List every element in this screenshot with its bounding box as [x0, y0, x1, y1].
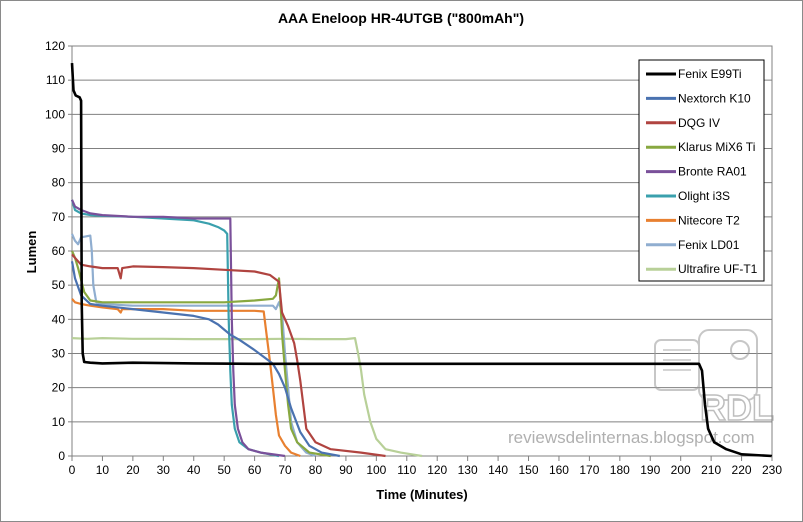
legend-label: Klarus MiX6 Ti — [678, 140, 755, 154]
legend-label: Bronte RA01 — [678, 165, 747, 179]
x-tick-label: 50 — [217, 463, 231, 477]
x-tick-label: 30 — [157, 463, 171, 477]
y-tick-label: 70 — [52, 210, 66, 224]
series-line-nitecore-t2 — [71, 298, 301, 458]
y-tick-label: 80 — [52, 176, 66, 190]
x-tick-label: 200 — [671, 463, 691, 477]
x-tick-label: 120 — [427, 463, 447, 477]
series-line-ultrafire-uf-t1 — [71, 337, 423, 458]
x-tick-label: 0 — [69, 463, 76, 477]
series-line-bronte-ra01 — [70, 199, 286, 458]
x-tick-label: 210 — [701, 463, 721, 477]
x-tick-label: 10 — [96, 463, 110, 477]
chart-title: AAA Eneloop HR-4UTGB ("800mAh") — [278, 10, 524, 26]
x-tick-label: 110 — [397, 463, 416, 477]
y-tick-label: 20 — [52, 381, 66, 395]
legend-label: Nitecore T2 — [678, 213, 740, 227]
x-axis-title: Time (Minutes) — [376, 487, 468, 502]
x-tick-label: 180 — [610, 463, 630, 477]
legend-label: Ultrafire UF-T1 — [678, 262, 758, 276]
y-tick-label: 10 — [52, 415, 66, 429]
series-line-fenix-e99ti — [70, 63, 773, 458]
legend-label: DQG IV — [678, 116, 720, 130]
y-tick-label: 60 — [52, 244, 66, 258]
y-axis-title: Lumen — [24, 231, 39, 274]
legend: Fenix E99Ti Nextorch K10 DQG IV Klarus MiX6… — [638, 59, 765, 282]
y-tick-label: 100 — [45, 107, 65, 121]
x-tick-label: 60 — [248, 463, 262, 477]
series-line-klarus-mix6-ti — [70, 250, 331, 458]
y-tick-label: 0 — [58, 449, 65, 463]
watermark-url: reviewsdelinternas.blogspot.com — [508, 428, 755, 447]
legend-label: Nextorch K10 — [678, 91, 751, 105]
x-tick-label: 190 — [640, 463, 660, 477]
x-tick-label: 20 — [126, 463, 140, 477]
x-tick-label: 70 — [278, 463, 292, 477]
y-tick-label: 30 — [52, 347, 66, 361]
x-tick-label: 170 — [579, 463, 599, 477]
series-lines — [70, 63, 773, 458]
legend-label: Olight i3S — [678, 189, 730, 203]
x-tick-label: 140 — [488, 463, 508, 477]
series-line-nextorch-k10 — [70, 261, 341, 458]
legend-label: Fenix LD01 — [678, 238, 740, 252]
watermark-logo: RDL — [654, 329, 775, 429]
x-tick-label: 160 — [549, 463, 569, 477]
series-line-fenix-ld01 — [70, 233, 316, 458]
x-tick-label: 220 — [732, 463, 752, 477]
y-axis-ticks: 0 10 20 30 40 50 60 70 80 90 100 110 120 — [45, 39, 72, 463]
y-tick-label: 90 — [52, 142, 66, 156]
x-tick-label: 150 — [519, 463, 539, 477]
x-tick-label: 90 — [339, 463, 353, 477]
x-tick-label: 40 — [187, 463, 201, 477]
x-tick-label: 130 — [458, 463, 478, 477]
series-line-olight-i3s — [70, 199, 280, 458]
x-axis-ticks: 0 10 20 30 40 50 60 70 80 90 100 110 120 130 140 150 160… — [69, 456, 782, 477]
series-line-dqg-iv — [71, 253, 386, 458]
x-tick-label: 80 — [309, 463, 323, 477]
y-tick-label: 50 — [52, 278, 66, 292]
y-tick-label: 40 — [52, 312, 66, 326]
y-tick-label: 120 — [45, 39, 65, 53]
y-tick-label: 110 — [46, 73, 65, 87]
x-tick-label: 230 — [762, 463, 782, 477]
x-tick-label: 100 — [366, 463, 386, 477]
legend-label: Fenix E99Ti — [678, 67, 742, 81]
watermark-logo-letters: RDL — [700, 387, 774, 428]
